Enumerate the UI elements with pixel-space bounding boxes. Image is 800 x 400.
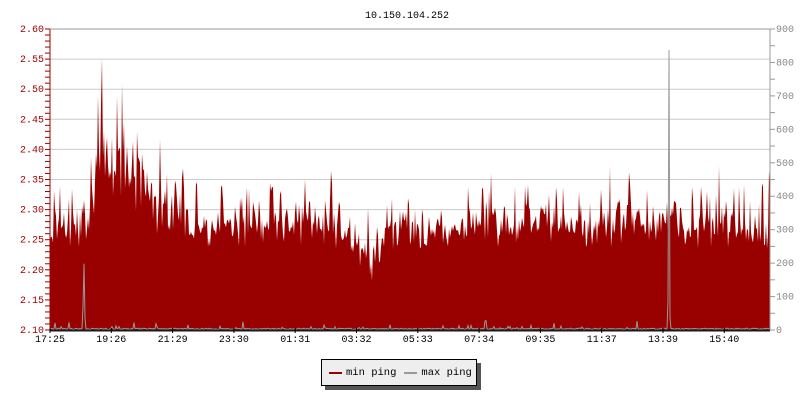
svg-text:2.55: 2.55 bbox=[20, 55, 44, 66]
svg-text:500: 500 bbox=[776, 159, 794, 170]
svg-text:200: 200 bbox=[776, 259, 794, 270]
svg-text:2.15: 2.15 bbox=[20, 296, 44, 307]
svg-text:2.50: 2.50 bbox=[20, 85, 44, 96]
svg-text:600: 600 bbox=[776, 125, 794, 136]
svg-text:01:31: 01:31 bbox=[280, 335, 310, 346]
svg-text:17:25: 17:25 bbox=[35, 335, 65, 346]
svg-text:19:26: 19:26 bbox=[96, 335, 126, 346]
svg-text:300: 300 bbox=[776, 226, 794, 237]
svg-text:03:32: 03:32 bbox=[341, 335, 371, 346]
svg-text:09:35: 09:35 bbox=[525, 335, 555, 346]
svg-text:2.30: 2.30 bbox=[20, 206, 44, 217]
svg-text:11:37: 11:37 bbox=[587, 335, 617, 346]
svg-text:800: 800 bbox=[776, 58, 794, 69]
svg-text:100: 100 bbox=[776, 293, 794, 304]
svg-text:23:30: 23:30 bbox=[219, 335, 249, 346]
svg-text:2.20: 2.20 bbox=[20, 266, 44, 277]
svg-text:700: 700 bbox=[776, 92, 794, 103]
svg-text:2.25: 2.25 bbox=[20, 236, 44, 247]
svg-text:400: 400 bbox=[776, 192, 794, 203]
svg-text:2.60: 2.60 bbox=[20, 25, 44, 36]
svg-text:15:40: 15:40 bbox=[709, 335, 739, 346]
svg-text:13:39: 13:39 bbox=[648, 335, 678, 346]
svg-text:05:33: 05:33 bbox=[403, 335, 433, 346]
svg-text:07:34: 07:34 bbox=[464, 335, 494, 346]
svg-text:0: 0 bbox=[776, 326, 782, 337]
svg-text:2.35: 2.35 bbox=[20, 176, 44, 187]
svg-text:2.45: 2.45 bbox=[20, 115, 44, 126]
svg-text:10.150.104.252: 10.150.104.252 bbox=[365, 11, 449, 22]
svg-text:900: 900 bbox=[776, 25, 794, 36]
svg-text:21:29: 21:29 bbox=[158, 335, 188, 346]
svg-text:2.40: 2.40 bbox=[20, 145, 44, 156]
